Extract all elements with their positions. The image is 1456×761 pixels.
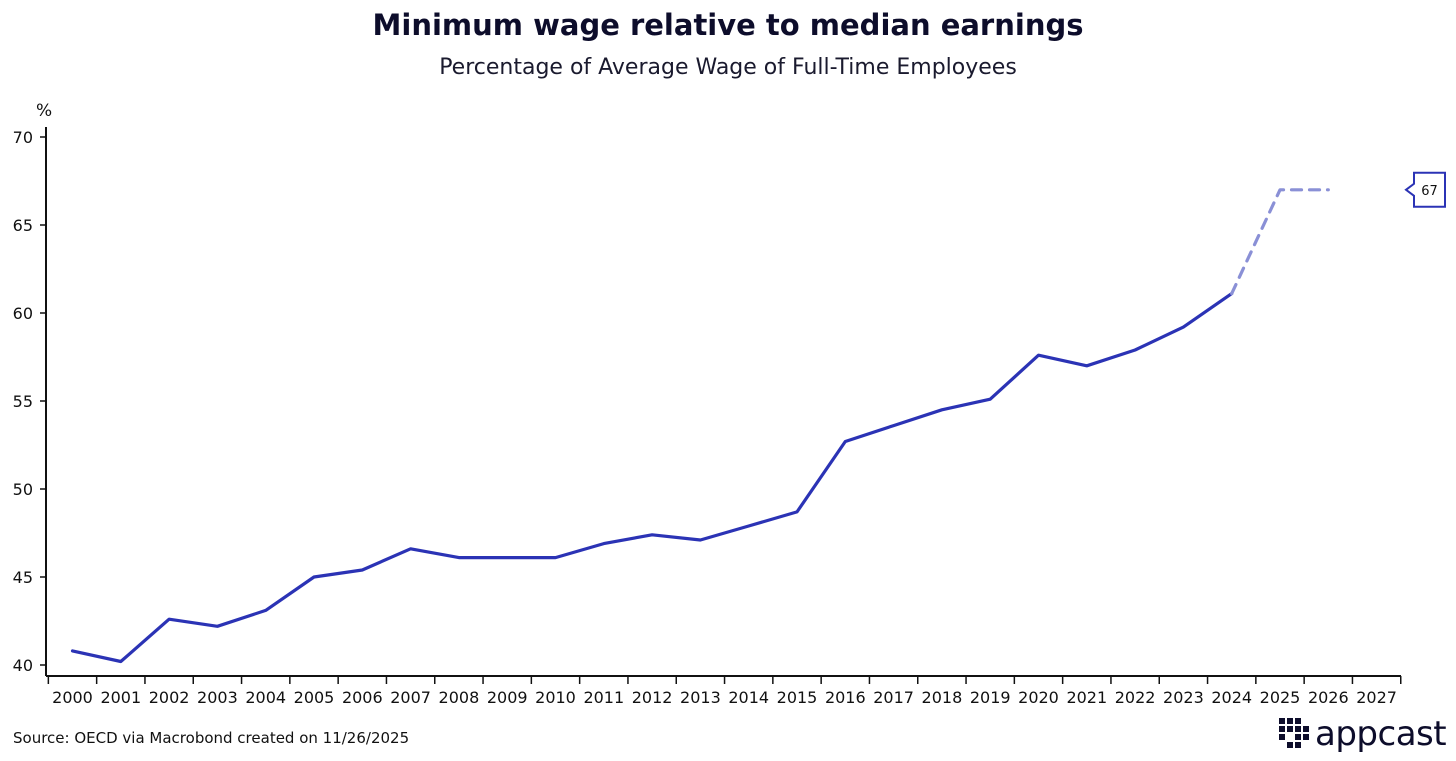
x-tick-label: 2015 (777, 688, 818, 707)
brand-name: appcast (1315, 714, 1447, 754)
x-tick-label: 2001 (100, 688, 141, 707)
x-tick-label: 2018 (922, 688, 963, 707)
x-tick-label: 2008 (439, 688, 480, 707)
y-tick-label: 45 (13, 568, 33, 587)
x-tick-label: 2011 (583, 688, 624, 707)
y-axis-unit-label: % (36, 101, 52, 121)
end-value-callout (1404, 171, 1446, 208)
x-tick-label: 2000 (52, 688, 93, 707)
source-note: Source: OECD via Macrobond created on 11… (13, 729, 410, 747)
x-tick-label: 2026 (1308, 688, 1349, 707)
x-tick-label: 2027 (1356, 688, 1397, 707)
x-tick-label: 2012 (632, 688, 673, 707)
x-tick-label: 2009 (487, 688, 528, 707)
x-tick-label: 2005 (294, 688, 335, 707)
x-tick-label: 2004 (245, 688, 286, 707)
appcast-logo-icon (1279, 718, 1309, 748)
x-tick-label: 2016 (825, 688, 866, 707)
x-tick-label: 2022 (1115, 688, 1156, 707)
x-tick-label: 2013 (680, 688, 721, 707)
x-tick-label: 2025 (1260, 688, 1301, 707)
x-tick-label: 2003 (197, 688, 238, 707)
x-tick-label: 2020 (1018, 688, 1059, 707)
end-value-label: 67 (1421, 184, 1438, 199)
y-tick-label: 55 (13, 392, 33, 411)
x-tick-label: 2023 (1163, 688, 1204, 707)
chart-subtitle: Percentage of Average Wage of Full-Time … (439, 55, 1017, 80)
y-tick-label: 70 (13, 128, 33, 147)
appcast-logo: appcast (1279, 714, 1447, 754)
y-tick-label: 50 (13, 480, 33, 499)
x-tick-label: 2007 (390, 688, 431, 707)
chart-title: Minimum wage relative to median earnings (372, 8, 1084, 42)
y-tick-label: 65 (13, 216, 33, 235)
x-tick-label: 2019 (970, 688, 1011, 707)
x-tick-label: 2017 (873, 688, 914, 707)
y-tick-label: 60 (13, 304, 33, 323)
x-tick-label: 2002 (149, 688, 190, 707)
x-tick-label: 2010 (535, 688, 576, 707)
series-line (70, 292, 1234, 664)
x-tick-label: 2021 (1066, 688, 1107, 707)
projection-line (1230, 188, 1330, 296)
x-tick-label: 2014 (728, 688, 769, 707)
x-tick-label: 2024 (1211, 688, 1252, 707)
x-tick-label: 2006 (342, 688, 383, 707)
y-tick-label: 40 (13, 656, 33, 675)
